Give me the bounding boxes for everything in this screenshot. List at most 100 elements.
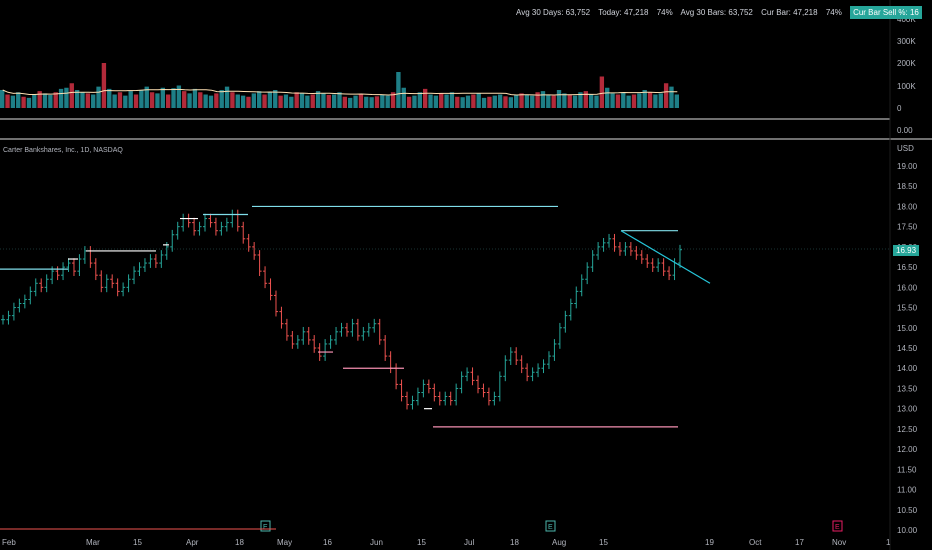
ohlc-bar [252, 242, 257, 260]
price-label: 16.50 [897, 263, 918, 272]
volume-bar [642, 90, 647, 108]
ohlc-bar [552, 339, 557, 361]
price-label: 13.00 [897, 405, 918, 414]
ohlc-bar [563, 310, 568, 333]
today-pct: 74% [656, 8, 673, 17]
ohlc-bar [99, 270, 104, 293]
horizontal-levels [0, 205, 711, 428]
earnings-marker-3[interactable]: E [832, 520, 843, 532]
volume-bar [669, 86, 674, 108]
ohlc-bar [126, 274, 131, 293]
trend-line[interactable] [620, 230, 711, 284]
volume-bar [476, 93, 481, 108]
volume-bar [540, 91, 546, 108]
volume-bar [230, 92, 235, 108]
volume-bar [123, 95, 128, 108]
ohlc-bar [71, 258, 76, 277]
volume-bar [26, 97, 32, 108]
ohlc-bar [17, 298, 22, 313]
volume-bar [588, 94, 594, 108]
volume-bar [203, 94, 208, 108]
ohlc-bar [61, 262, 66, 281]
volume-bar [439, 93, 444, 108]
ohlc-bar [257, 250, 262, 277]
ohlc-bar [568, 298, 573, 321]
ohlc-bar [192, 217, 197, 236]
volume-bar [5, 94, 10, 108]
time-label: 1 [886, 538, 891, 547]
time-label: 15 [417, 538, 426, 547]
volume-bar [171, 88, 176, 108]
volume-bar [214, 93, 219, 108]
volume-bar [176, 85, 182, 108]
volume-bar [422, 88, 428, 108]
ohlc-bar [448, 391, 453, 406]
ohlc-bar [656, 258, 661, 272]
ohlc-bar [623, 242, 628, 256]
ohlc-bar [470, 367, 475, 386]
ohlc-bar [268, 278, 273, 301]
volume-bar [58, 88, 64, 108]
time-label: 18 [510, 538, 519, 547]
time-label: May [277, 538, 292, 547]
ohlc-bar [208, 213, 213, 228]
vol-axis-300k: 300K [897, 37, 916, 46]
volume-bar [273, 90, 278, 108]
ohlc-bar [132, 266, 137, 285]
ohlc-bar [497, 371, 502, 402]
volume-bar [369, 97, 374, 108]
volume-bar [530, 95, 535, 108]
volume-bar [299, 93, 305, 108]
price-label: 12.00 [897, 445, 918, 454]
volume-bar [294, 92, 299, 108]
volume-bar [524, 94, 530, 108]
ohlc-bar [230, 209, 235, 228]
volume-bar [417, 92, 422, 108]
volume-bar [406, 96, 412, 108]
ohlc-bar [410, 395, 415, 410]
ohlc-bar [241, 221, 246, 244]
volume-bar [514, 94, 519, 108]
symbol-title[interactable]: Carter Bankshares, Inc., 1D, NASDAQ [3, 147, 123, 154]
ohlc-bar [28, 286, 33, 305]
volume-bar [96, 86, 101, 108]
volume-bar [42, 93, 48, 108]
volume-bar [85, 93, 91, 108]
price-label: 18.00 [897, 202, 918, 211]
price-label: 11.50 [897, 465, 917, 474]
ohlc-bar [628, 242, 633, 256]
ohlc-bar [121, 282, 126, 297]
ohlc-bar [530, 367, 535, 382]
ohlc-bar [323, 339, 328, 361]
price-label: 10.50 [897, 506, 918, 515]
volume-bar [144, 86, 149, 108]
volume-bar [535, 92, 540, 108]
ohlc-bar [273, 290, 278, 317]
time-label: Aug [552, 538, 566, 547]
volume-bar [503, 96, 508, 108]
earnings-marker-2[interactable]: E [545, 520, 556, 532]
time-label: 19 [705, 538, 714, 547]
price-axis-labels: 19.0018.5018.0017.5017.0016.5016.0015.50… [897, 162, 918, 535]
price-label: 17.50 [897, 223, 918, 232]
svg-text:E: E [548, 524, 553, 531]
ohlc-bar [508, 347, 513, 365]
time-label: Oct [749, 538, 762, 547]
volume-moving-average [2, 88, 678, 96]
ohlc-bar [541, 359, 546, 374]
volume-bar [348, 97, 353, 108]
ohlc-bar [634, 246, 639, 260]
volume-bar [0, 90, 5, 108]
time-label: Nov [832, 538, 846, 547]
volume-bar [16, 92, 21, 108]
ohlc-bar [475, 375, 480, 394]
volume-bar [219, 90, 224, 108]
volume-bar [546, 94, 551, 108]
ohlc-bar [39, 278, 44, 293]
volume-bar [246, 96, 251, 108]
volume-bar [647, 92, 653, 108]
volume-bar [112, 94, 117, 108]
earnings-marker-1[interactable]: E [260, 520, 271, 532]
volume-bar [198, 92, 203, 108]
